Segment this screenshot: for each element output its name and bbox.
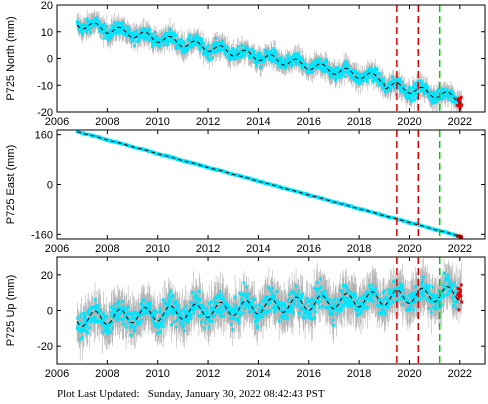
plot-area (75, 257, 463, 364)
data-points (75, 272, 459, 341)
y-tick-label: 20 (41, 0, 53, 12)
model-fit-line (76, 131, 462, 238)
y-axis-label: P725 North (mm) (5, 16, 17, 100)
x-tick-label: 2022 (448, 368, 472, 380)
error-bars (76, 9, 462, 112)
up-panel: 2006 2008 2010 2012 2014 2016 2018 2020 2022 -20 0… (5, 256, 486, 380)
x-tick-label: 2012 (196, 243, 220, 255)
y-tick-label: -20 (37, 341, 53, 353)
x-tick-label: 2010 (145, 243, 169, 255)
y-tick-label: 20 (41, 270, 53, 282)
data-points (75, 16, 459, 107)
y-tick-label: 10 (41, 27, 53, 39)
x-tick-label: 2010 (145, 368, 169, 380)
x-tick-label: 2016 (297, 116, 321, 128)
x-tick-label: 2018 (347, 116, 371, 128)
y-tick-label: -160 (31, 229, 53, 241)
plot-area (75, 130, 463, 239)
x-tick-label: 2012 (196, 368, 220, 380)
y-tick-label: 0 (47, 180, 53, 192)
x-tick-label: 2014 (246, 368, 270, 380)
north-panel: 2006 2008 2010 2012 2014 2016 2018 2020 2022-20-… (5, 0, 486, 128)
error-bars (76, 257, 462, 361)
x-tick-label: 2016 (297, 243, 321, 255)
plot-area (75, 5, 463, 112)
x-tick-label: 2022 (448, 116, 472, 128)
x-tick-label: 2018 (347, 243, 371, 255)
x-tick-label: 2006 (45, 116, 69, 128)
x-tick-label: 2018 (347, 368, 371, 380)
x-tick-label: 2006 (45, 243, 69, 255)
x-tick-label: 2012 (196, 116, 220, 128)
x-tick-label: 2016 (297, 368, 321, 380)
x-tick-label: 2008 (95, 116, 119, 128)
x-tick-label: 2020 (397, 368, 421, 380)
y-axis-label: P725 Up (mm) (5, 275, 17, 347)
y-tick-label: 0 (47, 54, 53, 66)
y-tick-label: -10 (37, 80, 53, 92)
model-fit-line (76, 285, 462, 327)
x-tick-label: 2014 (246, 116, 270, 128)
x-tick-label: 2020 (397, 243, 421, 255)
x-tick-label: 2014 (246, 243, 270, 255)
x-tick-label: 2006 (45, 368, 69, 380)
y-axis-label: P725 East (mm) (5, 145, 17, 224)
x-tick-label: 2008 (95, 243, 119, 255)
x-tick-label: 2022 (448, 243, 472, 255)
y-tick-label: 0 (47, 306, 53, 318)
last-updated-footer: Plot Last Updated: Sunday, January 30, 2… (57, 388, 325, 400)
east-panel: 2006 2008 2010 2012 2014 2016 2018 2020 2022 -160… (5, 129, 486, 255)
x-tick-label: 2008 (95, 368, 119, 380)
y-tick-label: 160 (35, 130, 53, 142)
x-tick-label: 2020 (397, 116, 421, 128)
y-tick-label: -20 (37, 107, 53, 119)
x-tick-label: 2010 (145, 116, 169, 128)
